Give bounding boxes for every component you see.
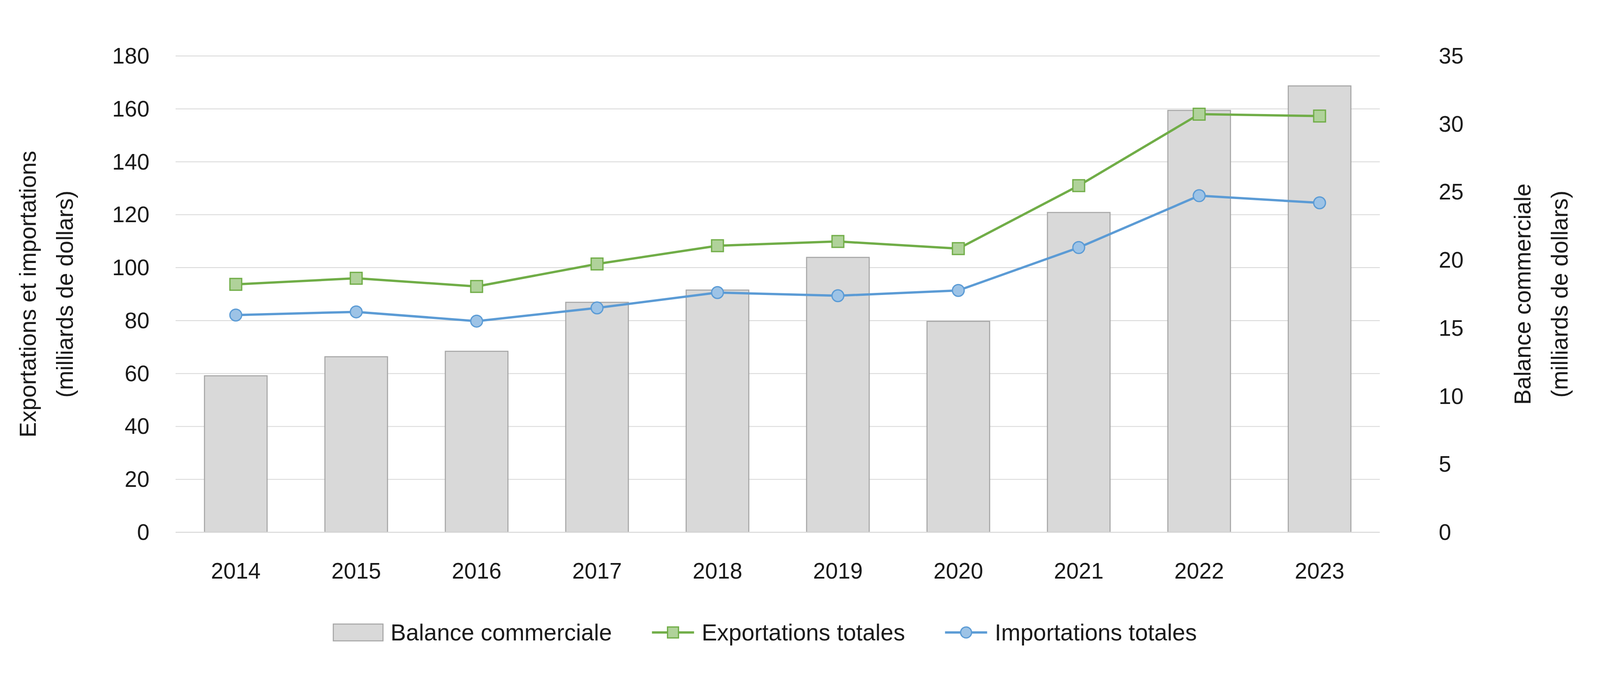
y2-axis-label: Balance commerciale: [1509, 183, 1536, 406]
marker: [229, 278, 242, 291]
line: [235, 114, 1320, 287]
marker: [591, 302, 603, 315]
marker: [591, 258, 603, 270]
bar: [204, 376, 268, 533]
y2-tick-label: 5: [1438, 451, 1451, 477]
bar: [1168, 110, 1231, 533]
marker: [1072, 241, 1085, 254]
x-tick-label: 2020: [933, 558, 984, 584]
legend-item: Exportations totales: [651, 619, 905, 646]
marker: [470, 315, 483, 328]
legend-swatch: [333, 624, 384, 642]
legend-marker: [960, 627, 972, 639]
marker: [952, 242, 965, 255]
bar: [806, 257, 870, 533]
marker: [1072, 179, 1085, 192]
y2-tick-label: 0: [1438, 520, 1451, 545]
bar: [1047, 212, 1111, 533]
y-tick-label: 140: [112, 149, 150, 175]
legend-label: Importations totales: [994, 619, 1197, 646]
marker: [350, 306, 363, 318]
y-tick-label: 20: [124, 466, 150, 492]
legend-marker: [667, 627, 679, 639]
y-tick-label: 60: [124, 361, 150, 387]
marker: [229, 309, 242, 322]
marker: [350, 272, 363, 285]
marker: [1313, 197, 1326, 209]
legend: Balance commerciale Exportations totales I…: [333, 619, 1198, 646]
bar: [686, 290, 750, 533]
marker: [832, 290, 844, 302]
legend-item: Importations totales: [944, 619, 1197, 646]
marker: [832, 235, 844, 248]
bar: [927, 321, 990, 533]
y-tick-label: 100: [112, 255, 150, 280]
x-tick-label: 2016: [451, 558, 502, 584]
grid-line: [175, 532, 1380, 534]
y2-tick-label: 15: [1438, 315, 1464, 341]
y2-tick-label: 10: [1438, 384, 1464, 409]
x-tick-label: 2019: [813, 558, 863, 584]
line: [235, 195, 1320, 322]
y-tick-label: 40: [124, 413, 150, 439]
y2-tick-label: 25: [1438, 179, 1464, 205]
marker: [1313, 110, 1326, 123]
marker: [470, 280, 483, 293]
y2-tick-label: 35: [1438, 43, 1464, 69]
x-tick-label: 2014: [210, 558, 261, 584]
chart: 0 20 40 60 80 100 120 140 160 180 0 5 10 15 20 25 30 35 20…: [0, 0, 1600, 688]
legend-item: Balance commerciale: [333, 619, 613, 646]
marker: [1193, 189, 1206, 202]
y-tick-label: 80: [124, 308, 150, 334]
y-tick-label: 180: [112, 43, 150, 69]
x-tick-label: 2022: [1174, 558, 1224, 584]
y2-tick-label: 30: [1438, 111, 1464, 137]
x-tick-label: 2023: [1294, 558, 1345, 584]
bar: [565, 302, 629, 533]
y-tick-label: 0: [137, 520, 150, 545]
x-tick-label: 2021: [1053, 558, 1104, 584]
x-tick-label: 2017: [572, 558, 622, 584]
x-axis-line: [175, 532, 1380, 534]
bar: [1288, 85, 1352, 533]
y-axis-label: Exportations et importations: [14, 150, 41, 438]
y-tick-label: 160: [112, 96, 150, 122]
x-tick-label: 2015: [331, 558, 382, 584]
marker: [1193, 108, 1206, 120]
y-axis-label: (milliards de dollars): [51, 190, 78, 398]
y2-tick-label: 20: [1438, 247, 1464, 273]
grid-line: [175, 55, 1380, 57]
legend-label: Balance commerciale: [390, 619, 613, 646]
marker: [711, 286, 724, 299]
y2-axis-label: (milliards de dollars): [1546, 190, 1573, 398]
marker: [711, 240, 724, 252]
y-tick-label: 120: [112, 202, 150, 227]
bar: [325, 357, 388, 533]
x-tick-label: 2018: [692, 558, 743, 584]
marker: [952, 284, 965, 297]
plot-area: [204, 85, 1352, 533]
bar: [445, 351, 509, 533]
legend-label: Exportations totales: [701, 619, 905, 646]
